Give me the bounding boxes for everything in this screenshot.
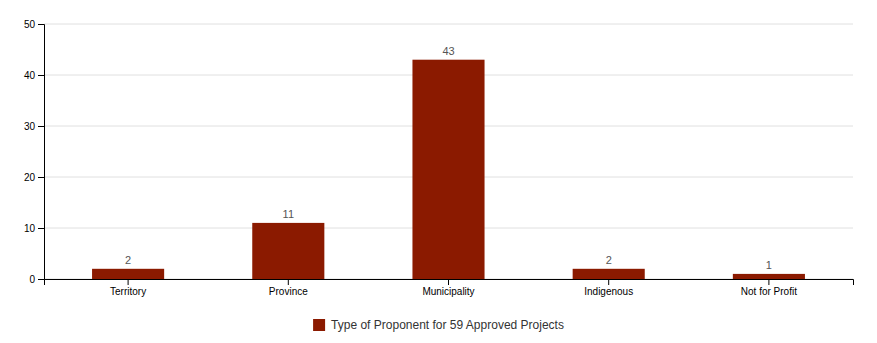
data-label: 2 [125,254,131,266]
x-tick-label: Municipality [422,286,474,297]
y-tick-mark [38,177,44,178]
x-tick-label: Territory [110,286,146,297]
x-tick-mark [608,279,609,285]
y-tick: 50 [24,19,44,30]
x-tick-mark [768,279,769,285]
chart-svg: 0 10 20 30 40 50 Territory Province Municipality… [0,0,877,343]
y-tick-mark [38,279,44,280]
y-tick-label: 50 [24,19,36,30]
grid [44,24,853,279]
bars [92,60,805,279]
data-label: 43 [442,45,454,57]
y-tick-label: 20 [24,172,36,183]
grid-line [44,24,853,25]
x-tick: Province [269,279,308,297]
y-tick: 10 [24,223,44,234]
y-tick-mark [38,126,44,127]
data-label: 1 [766,259,772,271]
x-tick-label: Province [269,286,308,297]
x-tick-label: Not for Profit [741,286,797,297]
bar [92,269,164,279]
bar [252,223,324,279]
y-axis-line [38,25,45,280]
y-tick-mark [38,24,44,25]
plot-area: 0 10 20 30 40 50 Territory Province Municipality… [24,19,854,297]
x-tick: Territory [110,279,146,297]
y-tick-mark [38,228,44,229]
bar [573,269,645,279]
bar [412,60,484,279]
data-label: 11 [283,208,294,220]
y-tick-label: 10 [24,223,36,234]
x-tick: Municipality [422,279,474,297]
x-tick-mark [128,279,129,285]
y-tick-label: 30 [24,121,36,132]
y-tick: 0 [29,274,44,285]
x-tick-label: Indigenous [584,286,633,297]
y-tick-label: 40 [24,70,36,81]
bar [733,274,805,279]
y-tick: 20 [24,172,44,183]
x-axis: Territory Province Municipality Indigenous N… [45,279,854,297]
x-tick-mark [288,279,289,285]
y-tick: 30 [24,121,44,132]
data-label: 2 [606,254,612,266]
legend-item: Type of Proponent for 59 Approved Projec… [313,318,564,332]
x-tick-mark [448,279,449,285]
y-tick: 40 [24,70,44,81]
data-labels: 2 11 43 2 1 [125,45,772,271]
y-tick-mark [38,75,44,76]
y-tick-label: 0 [29,274,35,285]
x-tick: Indigenous [584,279,633,297]
chart-container: 0 10 20 30 40 50 Territory Province Municipality… [0,0,877,343]
x-tick: Not for Profit [741,279,797,297]
legend-swatch [313,319,325,331]
legend: Type of Proponent for 59 Approved Projec… [313,318,564,332]
y-axis: 0 10 20 30 40 50 [24,19,45,285]
x-axis-line [45,280,854,286]
legend-label: Type of Proponent for 59 Approved Projec… [331,318,564,332]
